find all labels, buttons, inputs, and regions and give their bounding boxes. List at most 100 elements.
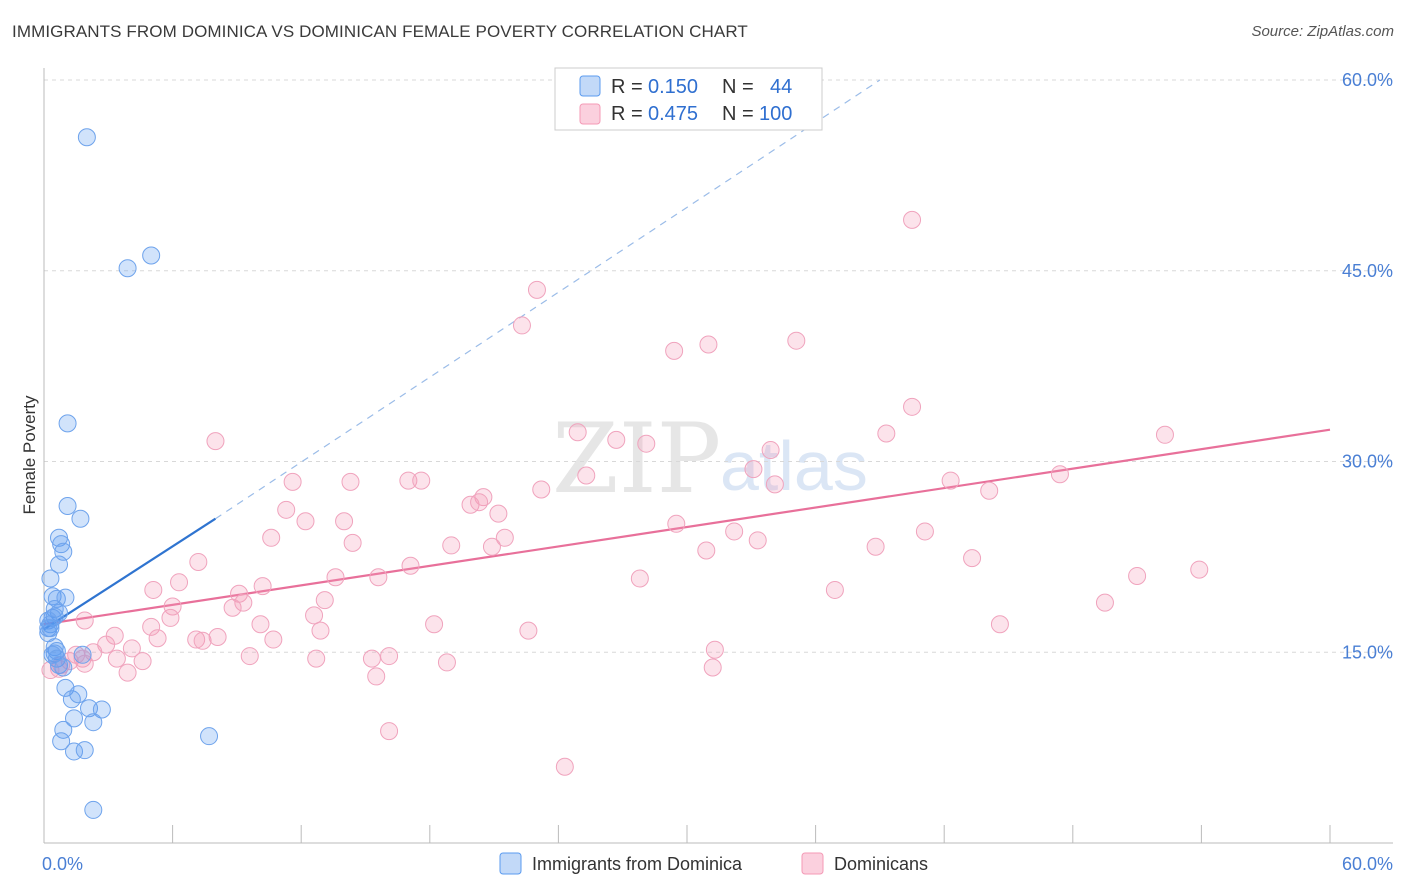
data-point-dominicans	[512, 316, 531, 335]
data-point-dominicans	[305, 606, 324, 625]
data-point-dominicans	[144, 580, 163, 599]
data-point-immigrants-dominica	[73, 645, 92, 664]
data-point-dominicans	[903, 397, 922, 416]
data-point-dominicans	[667, 514, 686, 533]
data-point-immigrants-dominica	[58, 414, 77, 433]
legend-r-value-2: 0.475	[648, 103, 698, 125]
chart-title: IMMIGRANTS FROM DOMINICA VS DOMINICAN FE…	[12, 22, 748, 41]
data-point-dominicans	[187, 630, 206, 649]
data-point-dominicans	[941, 471, 960, 490]
x-tick-label: 0.0%	[42, 854, 83, 874]
data-point-dominicans	[412, 471, 431, 490]
data-point-immigrants-dominica	[65, 709, 84, 728]
data-point-dominicans	[75, 654, 94, 673]
data-point-dominicans	[470, 493, 489, 512]
data-point-dominicans	[283, 472, 302, 491]
series-immigrants-dominica-points	[39, 128, 219, 819]
data-point-dominicans	[699, 335, 718, 354]
data-point-dominicans	[311, 621, 330, 640]
bottom-legend-swatch-pink	[801, 852, 824, 875]
data-point-immigrants-dominica	[52, 732, 71, 751]
data-point-dominicans	[748, 531, 767, 550]
data-point-dominicans	[296, 512, 315, 531]
bottom-legend: Immigrants from Dominica Dominicans	[499, 852, 928, 875]
gridlines	[44, 79, 1393, 653]
data-point-dominicans	[903, 210, 922, 229]
legend-n-value-2: 100	[759, 103, 792, 125]
data-point-dominicans	[107, 649, 126, 668]
data-point-immigrants-dominica	[52, 535, 71, 554]
trend-line-blue-extension	[215, 79, 881, 520]
data-point-dominicans	[637, 434, 656, 453]
data-point-dominicans	[277, 500, 296, 519]
data-point-dominicans	[234, 593, 253, 612]
data-point-dominicans	[193, 631, 212, 650]
data-point-dominicans	[866, 537, 885, 556]
data-point-dominicans	[251, 615, 270, 634]
data-point-dominicans	[990, 615, 1009, 634]
data-point-immigrants-dominica	[54, 658, 73, 677]
legend-swatch-pink	[579, 103, 601, 125]
data-point-dominicans	[264, 630, 283, 649]
bottom-legend-label-pink: Dominicans	[834, 854, 928, 874]
data-point-immigrants-dominica	[75, 741, 94, 760]
data-point-dominicans	[253, 577, 272, 596]
data-point-dominicans	[765, 475, 784, 494]
data-point-dominicans	[142, 617, 161, 636]
legend-swatch-blue	[579, 75, 601, 97]
data-point-dominicans	[489, 504, 508, 523]
data-point-dominicans	[697, 541, 716, 560]
data-point-immigrants-dominica	[84, 800, 103, 819]
legend-box: R = 0.150 N = 44 R = 0.475 N = 100	[554, 67, 823, 131]
x-tick-labels: 0.0% 60.0%	[42, 854, 1393, 874]
data-point-immigrants-dominica	[77, 128, 96, 147]
data-point-dominicans	[399, 471, 418, 490]
data-point-dominicans	[315, 591, 334, 610]
data-point-immigrants-dominica	[71, 509, 90, 528]
data-point-dominicans	[240, 647, 259, 666]
trend-line-pink	[43, 428, 1331, 626]
data-point-dominicans	[163, 597, 182, 616]
data-point-dominicans	[761, 441, 780, 460]
data-point-dominicans	[223, 598, 242, 617]
data-point-dominicans	[425, 615, 444, 634]
data-point-dominicans	[519, 621, 538, 640]
data-point-dominicans	[1190, 560, 1209, 579]
data-point-dominicans	[206, 432, 225, 451]
data-point-immigrants-dominica	[50, 555, 69, 574]
data-point-dominicans	[495, 528, 514, 547]
data-point-dominicans	[442, 536, 461, 555]
watermark: ZIP atlas	[552, 403, 868, 515]
watermark-zip: ZIP	[552, 403, 721, 515]
data-point-dominicans	[705, 640, 724, 659]
y-tick-label: 60.0%	[1342, 70, 1393, 90]
data-point-dominicans	[341, 472, 360, 491]
legend-n-label-2: N =	[722, 103, 754, 125]
legend-n-value-1: 44	[770, 76, 792, 98]
data-point-dominicans	[1155, 425, 1174, 444]
data-point-dominicans	[825, 580, 844, 599]
x-tick-label: 60.0%	[1342, 854, 1393, 874]
data-point-dominicans	[532, 480, 551, 499]
series-dominicans-points	[41, 210, 1209, 776]
data-point-dominicans	[326, 568, 345, 587]
data-point-immigrants-dominica	[92, 700, 111, 719]
data-point-dominicans	[148, 629, 167, 648]
legend-r-label-1: R =	[611, 76, 643, 98]
legend-r-label-2: R =	[611, 103, 643, 125]
data-point-dominicans	[630, 569, 649, 588]
data-point-immigrants-dominica	[84, 713, 103, 732]
trend-line-blue	[43, 517, 217, 631]
data-point-dominicans	[118, 663, 137, 682]
axes	[43, 68, 1393, 844]
data-point-dominicans	[343, 533, 362, 552]
data-point-dominicans	[122, 639, 141, 658]
data-point-dominicans	[607, 430, 626, 449]
data-point-dominicans	[787, 331, 806, 350]
data-point-dominicans	[665, 341, 684, 360]
data-point-dominicans	[189, 552, 208, 571]
data-point-dominicans	[1128, 566, 1147, 585]
data-point-dominicans	[555, 757, 574, 776]
data-point-dominicans	[262, 528, 281, 547]
